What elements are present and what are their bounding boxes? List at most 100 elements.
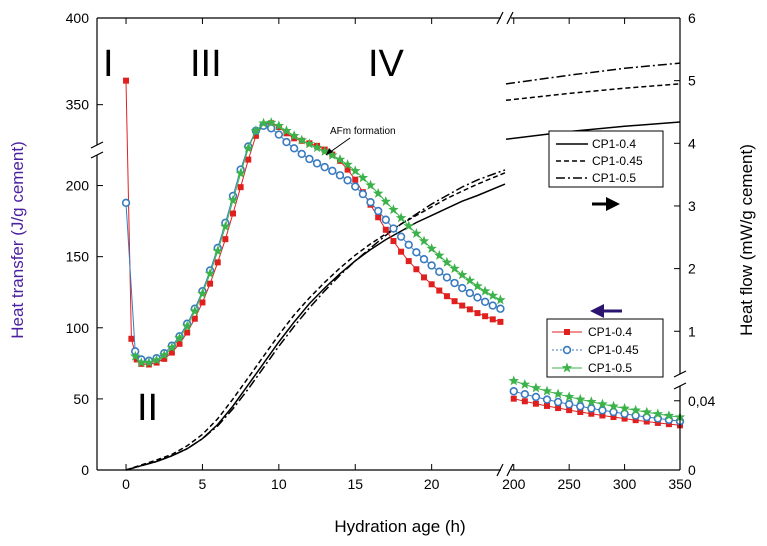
heat-flow-point [350, 165, 361, 176]
heat-flow-late-point [663, 410, 675, 421]
heat-flow-late-point [654, 419, 661, 426]
heat-flow-point [327, 149, 338, 160]
heat-flow-late-point [619, 402, 630, 413]
heat-flow-point [274, 130, 284, 139]
heat-flow-legend-marker [564, 329, 570, 335]
heat-flow-point [296, 134, 307, 145]
y-left-tick-label: 150 [66, 249, 90, 265]
heat-flow-point [130, 350, 141, 361]
heat-flow-point [305, 154, 314, 164]
heat-flow-point [428, 281, 435, 288]
heat-flow-late-line-CP1-0.5 [513, 380, 681, 418]
heat-flow-point [442, 273, 452, 282]
heat-flow-point [495, 294, 506, 305]
heat-flow-point [488, 301, 497, 310]
heat-flow-point [235, 167, 246, 178]
heat-flow-point [297, 149, 306, 159]
heat-flow-point [227, 194, 239, 205]
axis-break-mark [506, 11, 514, 25]
heat-flow-point [380, 196, 391, 206]
heat-flow-late-point [599, 412, 606, 419]
heat-flow-point [458, 283, 467, 293]
heat-flow-point [464, 275, 476, 285]
heat-flow-point [403, 220, 414, 231]
heat-flow-point [319, 146, 330, 156]
heat-flow-late-point [586, 396, 597, 407]
heat-flow-late-line-CP1-0.4 [513, 398, 681, 426]
heat-flow-point [411, 228, 422, 238]
heat-transfer-line-CP1-0.5 [125, 169, 506, 471]
heat-flow-point [159, 349, 170, 360]
heat-flow-late-point [621, 415, 628, 422]
heat-flow-point [451, 298, 458, 305]
heat-flow-point [482, 313, 489, 320]
heat-flow-point [204, 268, 216, 279]
heat-flow-point [289, 144, 299, 153]
heat-flow-point [181, 320, 193, 331]
heat-flow-late-point [632, 417, 639, 424]
x-tick-label: 250 [557, 476, 581, 492]
heat-flow-point [121, 198, 131, 208]
heat-transfer-late-line-CP1-0.5 [505, 62, 681, 85]
heat-flow-point [273, 120, 285, 131]
heat-flow-late-point [665, 421, 672, 428]
heat-transfer-legend-label: CP1-0.4 [592, 137, 636, 151]
heat-flow-point [291, 135, 298, 142]
heat-flow-point [281, 125, 292, 136]
heat-flow-point [153, 359, 160, 366]
heat-flow-late-point [564, 400, 574, 409]
heat-flow-point [197, 288, 208, 299]
heat-flow-point [214, 259, 221, 266]
heat-flow-late-point [598, 406, 607, 415]
heat-flow-point [441, 256, 453, 267]
heat-flow-point [366, 198, 375, 207]
heat-flow-point [230, 210, 236, 217]
y-left-tick-label: 350 [66, 97, 90, 113]
heat-flow-point [436, 287, 443, 294]
heat-flow-late-point [521, 398, 528, 405]
heat-flow-point [372, 187, 384, 198]
heat-flow-late-line-CP1-0.45 [513, 390, 681, 422]
heat-flow-point [396, 232, 406, 241]
heat-flow-line-CP1-0.45 [125, 125, 501, 362]
y-left-tick-label: 50 [73, 391, 89, 407]
x-tick-label: 15 [347, 476, 363, 492]
axis-break-mark [506, 463, 514, 477]
heat-flow-point [351, 182, 360, 191]
heat-flow-point [390, 238, 397, 245]
heat-flow-late-point [609, 407, 618, 417]
heat-flow-point [365, 179, 376, 190]
x-tick-label: 0 [122, 476, 130, 492]
heat-flow-point [212, 245, 223, 256]
heat-flow-late-point [652, 408, 664, 419]
heat-flow-point [373, 206, 383, 216]
y-right-tick-label: 3 [688, 198, 696, 214]
heat-flow-point [342, 159, 353, 170]
afm-annotation: AFm formation [330, 126, 396, 137]
heat-flow-point [243, 142, 254, 153]
heat-flow-point [258, 117, 269, 128]
heat-flow-point [176, 340, 183, 347]
heat-flow-point [320, 162, 329, 172]
heat-flow-late-point [541, 385, 553, 396]
heat-flow-point [459, 302, 466, 309]
heat-flow-late-point [520, 389, 530, 399]
heat-flow-point [357, 172, 369, 183]
heat-flow-point [388, 204, 399, 215]
heat-flow-point [199, 299, 206, 306]
plot-axes: 0 5 10 15 20 200 250 300 35005010015020035040000… [66, 10, 716, 492]
heat-flow-late-point [566, 407, 573, 414]
heat-flow-point [220, 221, 231, 232]
heat-flow-point [465, 288, 475, 298]
x-tick-label: 200 [502, 476, 526, 492]
heat-flow-legend-marker [561, 362, 573, 373]
heat-flow-late-point [542, 395, 552, 404]
x-tick-label: 350 [668, 476, 692, 492]
heat-flow-late-point [544, 402, 551, 409]
y-right-tick-label: 2 [688, 261, 696, 277]
y-right-tick-label: 4 [688, 135, 696, 151]
heat-flow-late-point [552, 388, 564, 399]
heat-flow-late-point [530, 382, 542, 393]
y-left-tick-label: 200 [66, 178, 90, 194]
